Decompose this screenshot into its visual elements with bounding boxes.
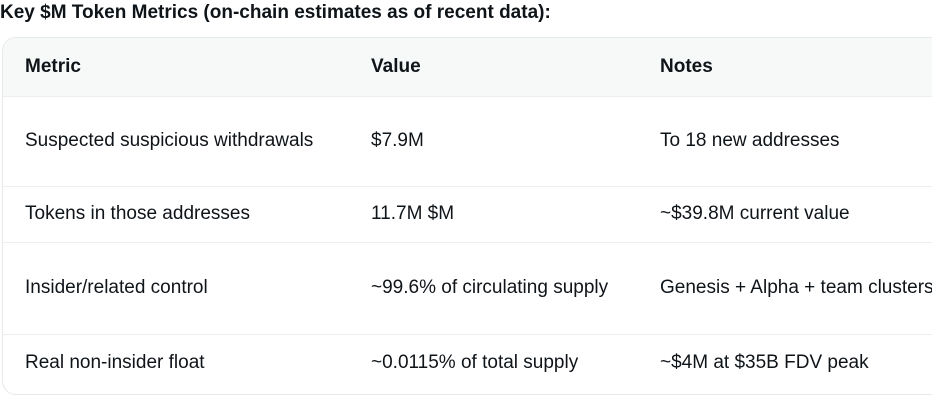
table-header: Metric Value Notes	[3, 38, 932, 96]
section-heading: Key $M Token Metrics (on-chain estimates…	[0, 2, 551, 23]
metric-cell: Tokens in those addresses	[3, 185, 349, 242]
metrics-table-card: Metric Value Notes Suspected suspicious …	[2, 37, 932, 395]
metric-cell: Real non-insider float	[3, 333, 349, 392]
column-header-value: Value	[371, 55, 421, 77]
table-row: Insider/related control ~99.6% of circul…	[3, 241, 932, 334]
value-cell: 11.7M $M	[349, 185, 638, 242]
metrics-table: Metric Value Notes Suspected suspicious …	[3, 38, 932, 392]
table-row: Suspected suspicious withdrawals $7.9M T…	[3, 95, 932, 186]
notes-cell: ~$39.8M current value	[638, 185, 932, 242]
value-cell: ~0.0115% of total supply	[349, 333, 638, 392]
column-header-notes: Notes	[660, 55, 713, 77]
notes-cell: ~$4M at $35B FDV peak	[638, 333, 932, 392]
metric-cell: Insider/related control	[3, 241, 349, 334]
notes-cell: Genesis + Alpha + team clusters	[638, 241, 932, 334]
notes-cell: To 18 new addresses	[638, 95, 932, 186]
table-row: Real non-insider float ~0.0115% of total…	[3, 333, 932, 392]
value-cell: ~99.6% of circulating supply	[349, 241, 638, 334]
table-header-row: Metric Value Notes	[3, 38, 932, 96]
table-row: Tokens in those addresses 11.7M $M ~$39.…	[3, 185, 932, 242]
column-header-metric: Metric	[25, 55, 81, 77]
value-cell: $7.9M	[349, 95, 638, 186]
table-body: Suspected suspicious withdrawals $7.9M T…	[3, 95, 932, 392]
metric-cell: Suspected suspicious withdrawals	[3, 95, 349, 186]
